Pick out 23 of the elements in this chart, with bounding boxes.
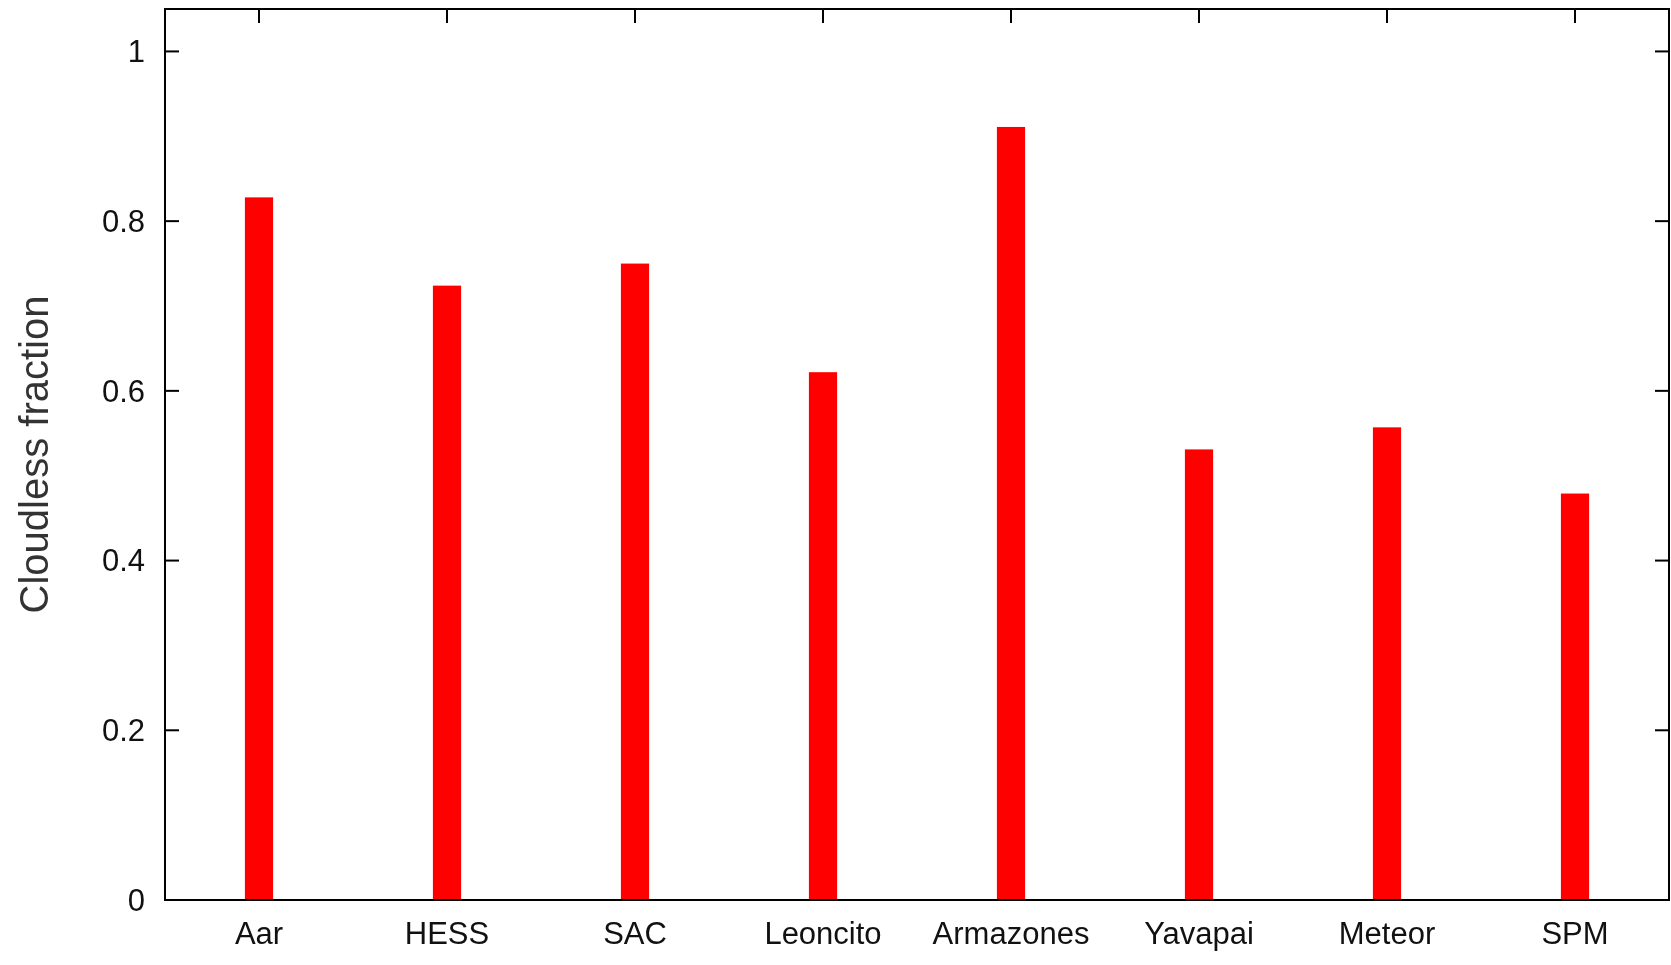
bar <box>432 285 462 900</box>
x-tick-label: Yavapai <box>1144 916 1254 951</box>
bar <box>808 372 838 900</box>
y-tick-label: 0 <box>127 882 145 918</box>
bar <box>1184 449 1214 900</box>
bar <box>996 126 1026 900</box>
x-tick-label: SPM <box>1541 916 1609 951</box>
y-tick-label: 0.6 <box>101 373 145 409</box>
bar <box>1372 427 1402 900</box>
x-tick-label: HESS <box>404 916 490 951</box>
y-tick-label: 0.4 <box>101 543 145 579</box>
bar <box>244 197 274 900</box>
x-tick-label: Leoncito <box>764 916 882 951</box>
y-tick-label: 0.8 <box>101 203 145 239</box>
x-tick-label: Meteor <box>1338 916 1436 951</box>
bar <box>620 263 650 900</box>
y-axis-title: Cloudless fraction <box>12 295 56 614</box>
bar <box>1560 493 1590 900</box>
y-tick-label: 1 <box>127 34 145 70</box>
x-tick-label: SAC <box>603 916 667 951</box>
y-tick-label: 0.2 <box>101 713 145 749</box>
x-tick-label: Armazones <box>932 916 1090 951</box>
x-tick-label: Aar <box>234 916 284 951</box>
